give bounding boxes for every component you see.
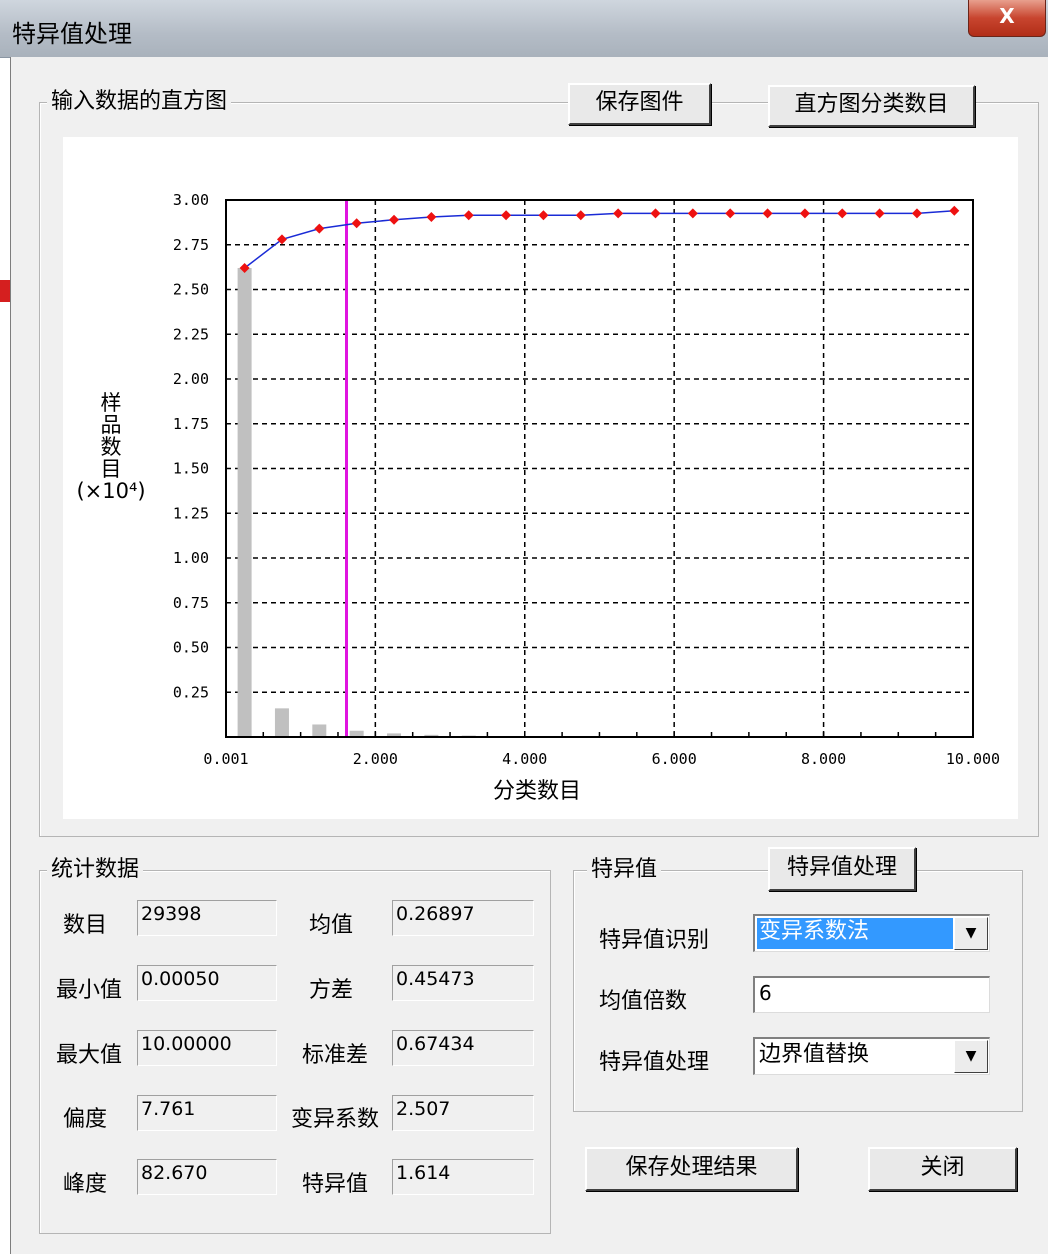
y-axis-title-line: 数	[100, 435, 122, 459]
process-outliers-button[interactable]: 特异值处理	[768, 847, 916, 891]
identify-method-select[interactable]: 变异系数法 ▼	[753, 914, 990, 952]
cumulative-point	[725, 208, 736, 219]
y-axis-title-line: 品	[100, 413, 122, 437]
std-label: 标准差	[302, 1043, 369, 1068]
x-tick-label: 0.001	[203, 750, 248, 768]
y-tick-label: 1.00	[173, 549, 209, 567]
x-tick-label: 10.000	[946, 750, 1000, 768]
chevron-down-icon[interactable]: ▼	[954, 1040, 988, 1073]
histogram-bar	[274, 708, 289, 737]
close-button[interactable]: 关闭	[868, 1147, 1017, 1191]
background-window-edge	[0, 280, 10, 302]
y-tick-label: 2.25	[173, 325, 209, 343]
mean-label: 均值	[309, 913, 354, 938]
y-tick-label: 1.50	[173, 460, 209, 478]
histogram-bar	[312, 724, 327, 737]
stats-group-title: 统计数据	[47, 857, 144, 883]
cumulative-point	[463, 210, 474, 221]
mean-multiple-label: 均值倍数	[599, 989, 688, 1014]
y-tick-label: 2.50	[173, 281, 209, 299]
handling-method-label: 特异值处理	[599, 1050, 710, 1075]
min-field: 0.00050	[137, 965, 277, 1001]
save-result-button[interactable]: 保存处理结果	[585, 1147, 798, 1191]
handling-method-value: 边界值替换	[759, 1042, 870, 1067]
cumulative-point	[949, 205, 960, 216]
histogram-bins-button[interactable]: 直方图分类数目	[768, 85, 975, 127]
outlier-group-title: 特异值	[587, 857, 662, 883]
cumulative-point	[799, 208, 810, 219]
cumulative-point	[874, 208, 885, 219]
variance-label: 方差	[309, 978, 354, 1003]
x-tick-label: 6.000	[652, 750, 697, 768]
cumulative-point	[650, 208, 661, 219]
stats-group	[39, 870, 551, 1234]
x-tick-label: 8.000	[801, 750, 846, 768]
cumulative-point	[687, 208, 698, 219]
mean-field: 0.26897	[392, 900, 534, 936]
identify-method-value: 变异系数法	[757, 918, 953, 949]
dialog-client: 输入数据的直方图 保存图件 直方图分类数目 0.25 0.50 0.75 1.00 1.…	[10, 57, 1048, 1254]
histogram-bar	[237, 268, 252, 737]
max-field: 10.00000	[137, 1030, 277, 1066]
kurtosis-label: 峰度	[63, 1172, 108, 1197]
y-tick-label: 0.75	[173, 594, 209, 612]
cumulative-point	[314, 223, 325, 234]
cv-label: 变异系数	[291, 1107, 380, 1132]
cumulative-point	[911, 208, 922, 219]
cumulative-point	[613, 208, 624, 219]
mean-multiple-input[interactable]: 6	[753, 976, 990, 1013]
y-tick-label: 3.00	[173, 191, 209, 209]
histogram-group	[39, 102, 1039, 837]
cumulative-point	[276, 234, 287, 245]
cumulative-point	[575, 210, 586, 221]
handling-method-select[interactable]: 边界值替换 ▼	[753, 1037, 990, 1075]
max-label: 最大值	[56, 1043, 123, 1068]
outlier-value-label: 特异值	[302, 1172, 369, 1197]
y-axis-title-line: (×10⁴)	[76, 479, 146, 503]
count-field: 29398	[137, 900, 277, 936]
window-title: 特异值处理	[12, 20, 132, 48]
histogram-chart: 0.25 0.50 0.75 1.00 1.25 1.50 1.75 2.00 2.25 2.50…	[173, 191, 1000, 768]
y-tick-label: 0.25	[173, 683, 209, 701]
identify-method-label: 特异值识别	[599, 928, 710, 953]
y-axis-title-line: 样	[100, 391, 122, 415]
std-field: 0.67434	[392, 1030, 534, 1066]
skewness-label: 偏度	[63, 1107, 108, 1132]
y-tick-label: 0.50	[173, 639, 209, 657]
y-tick-label: 1.75	[173, 415, 209, 433]
y-tick-label: 2.00	[173, 370, 209, 388]
y-axis-title: 样 品 数 目 (×10⁴)	[63, 392, 159, 502]
cumulative-point	[351, 218, 362, 229]
cumulative-point	[501, 210, 512, 221]
chevron-down-icon[interactable]: ▼	[954, 917, 988, 950]
x-tick-label: 4.000	[502, 750, 547, 768]
histogram-bar	[424, 734, 439, 737]
cumulative-line	[244, 209, 955, 269]
histogram-bar	[387, 733, 402, 737]
y-tick-label: 2.75	[173, 236, 209, 254]
cumulative-point	[389, 214, 400, 225]
skewness-field: 7.761	[137, 1095, 277, 1131]
cumulative-point	[538, 210, 549, 221]
outlier-value-field: 1.614	[392, 1159, 534, 1195]
histogram-bar	[349, 730, 364, 737]
histogram-group-title: 输入数据的直方图	[47, 89, 232, 115]
variance-field: 0.45473	[392, 965, 534, 1001]
y-axis-title-line: 目	[100, 457, 122, 481]
cv-field: 2.507	[392, 1095, 534, 1131]
cumulative-point	[837, 208, 848, 219]
cumulative-point	[239, 263, 250, 274]
x-tick-label: 2.000	[353, 750, 398, 768]
chart-area: 0.25 0.50 0.75 1.00 1.25 1.50 1.75 2.00 2.25 2.50…	[63, 137, 1018, 819]
save-chart-button[interactable]: 保存图件	[568, 83, 711, 125]
x-axis-title: 分类数目	[493, 779, 582, 804]
kurtosis-field: 82.670	[137, 1159, 277, 1195]
count-label: 数目	[63, 913, 108, 938]
title-bar: 特异值处理 X	[0, 0, 1048, 58]
cumulative-point	[426, 212, 437, 223]
cumulative-point	[762, 208, 773, 219]
min-label: 最小值	[56, 978, 123, 1003]
y-tick-label: 1.25	[173, 504, 209, 522]
close-window-button[interactable]: X	[968, 0, 1046, 37]
